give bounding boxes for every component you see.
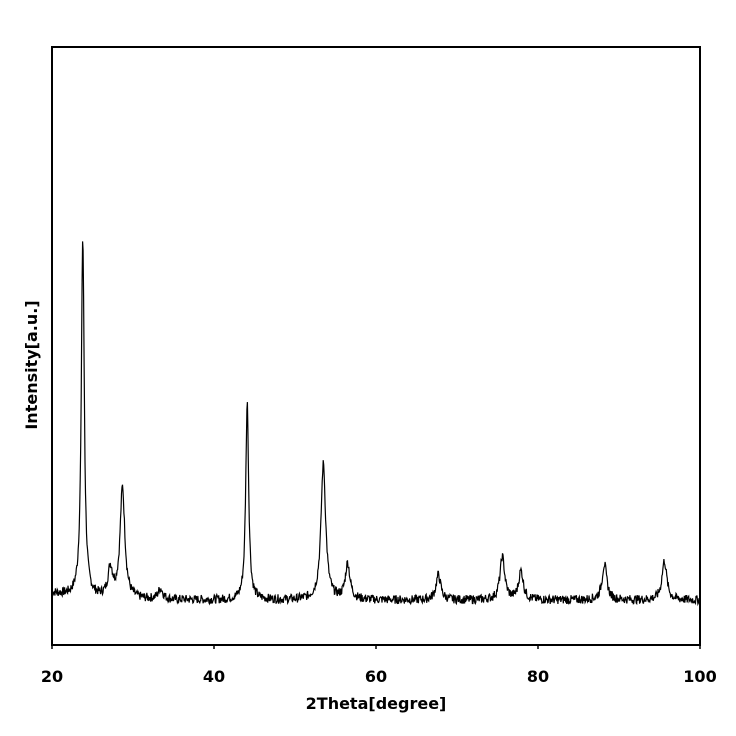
y-axis-label: Intensity[a.u.] <box>22 300 41 429</box>
x-tick-label: 100 <box>683 667 716 686</box>
x-tick-label: 40 <box>203 667 225 686</box>
x-tick-label: 20 <box>41 667 63 686</box>
x-axis-label: 2Theta[degree] <box>306 694 447 713</box>
x-tick-label: 80 <box>527 667 549 686</box>
x-tick-group: 20 40 60 80 100 <box>41 645 717 686</box>
diffraction-pattern-line <box>51 241 701 607</box>
x-tick-label: 60 <box>365 667 387 686</box>
plot-frame <box>51 46 701 646</box>
